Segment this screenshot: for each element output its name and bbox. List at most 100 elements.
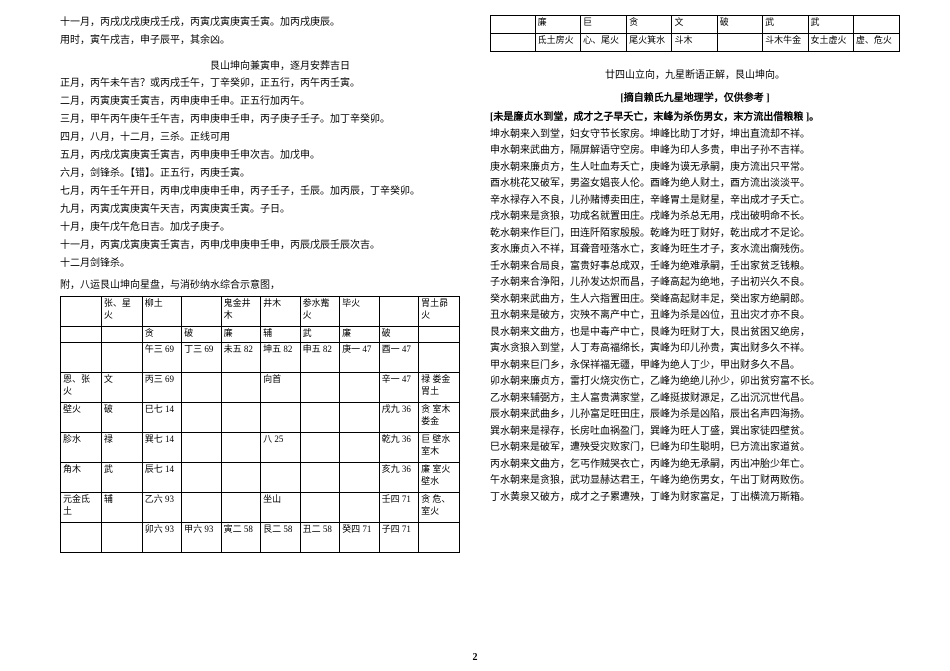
table-cell: 女土虚火 [808, 34, 853, 52]
body-line: 丁水黄泉又破方，成才之子累遭殃，丁峰为财家富足，丁出横流万斯箱。 [490, 490, 900, 506]
body-text: [未是廉贞水到堂，成才之子早夭亡，末峰为杀伤男女，末方流出借粮粮 ]。 坤水朝来… [490, 110, 900, 505]
table-cell: 戌九 36 [379, 403, 418, 433]
table-cell: 丑二 58 [300, 523, 339, 553]
body-line: 巽水朝来是禄存，长房吐血祸盈门，巽峰为旺人丁盛，巽出家徒四壁贫。 [490, 424, 900, 440]
table-cell [221, 373, 260, 403]
month-list: 正月，丙午未午吉？或丙戌壬午，丁辛癸卯，正五行，丙午丙壬寅。二月，丙寅庚寅壬寅吉… [60, 76, 460, 272]
table-cell: 破 [379, 327, 418, 343]
page-number: 2 [0, 652, 950, 663]
table-cell: 卯六 93 [142, 523, 181, 553]
body-line: 乾水朝来作巨门，田连阡陌家殷殷。乾峰为旺丁财好，乾出成才不足论。 [490, 226, 900, 242]
body-line: 艮水朝来文曲方，也是中毒产中亡，艮峰为旺财丁大，艮出贫困又绝房， [490, 325, 900, 341]
table-cell: 巨 [581, 16, 627, 34]
table-cell [182, 493, 221, 523]
body-line: 酉水桃花又破军，男盗女娼丧人伦。酉峰为绝人财土，酉方流出淡淡平。 [490, 176, 900, 192]
month-line: 十二月剑锋杀。 [60, 256, 460, 272]
body-line: 辰水朝来武曲乡，儿孙富足旺田庄，辰峰为杀是凶陷，辰出名声四海扬。 [490, 407, 900, 423]
table-cell [261, 403, 300, 433]
table-cell: 艮二 58 [261, 523, 300, 553]
month-line: 四月，八月，十二月，三杀。正线可用 [60, 130, 460, 146]
table-cell: 角木 [61, 463, 102, 493]
table-cell: 廉 [340, 327, 379, 343]
month-line: 十月，庚午戊午危日吉。加戊子庚子。 [60, 220, 460, 236]
table-cell: 文 [672, 16, 717, 34]
body-line: 巳水朝来是破军，遭殃受灾败家门，巳峰为印生聪明，巳方流出家道贫。 [490, 440, 900, 456]
table-cell: 贪 危、室火 [419, 493, 460, 523]
table-cell: 柳土 [142, 297, 181, 327]
table-cell: 恩、张火 [61, 373, 102, 403]
table-cell [379, 297, 418, 327]
table-cell [221, 403, 260, 433]
table-cell: 胗水 [61, 433, 102, 463]
month-line: 十一月，丙寅戊寅庚寅壬寅吉，丙申戊申庚申壬申，丙辰戊辰壬辰次吉。 [60, 238, 460, 254]
section-title: 艮山坤向兼寅申，逐月安葬吉日 [60, 57, 460, 72]
body-line: 丙水朝来文曲方，乞丐作贼哭衣亡，丙峰为绝无承嗣，丙出冲胎少年亡。 [490, 457, 900, 473]
table-cell: 癸四 71 [340, 523, 379, 553]
table-cell: 乙六 93 [142, 493, 181, 523]
table-cell [182, 433, 221, 463]
table-cell: 参水觜火 [300, 297, 339, 327]
body-line: 亥水廉贞入不祥，耳聋音哑落水亡，亥峰为旺生才子，亥水流出瘸残伤。 [490, 242, 900, 258]
table-cell: 斗木牛金 [763, 34, 808, 52]
body-line: 庚水朝来廉贞方，生人吐血寿夭亡，庚峰为谟无承嗣，庚方流出只平常。 [490, 160, 900, 176]
table-cell [300, 433, 339, 463]
table-cell [340, 493, 379, 523]
table-cell [300, 463, 339, 493]
table-cell: 寅二 58 [221, 523, 260, 553]
table-cell: 酉一 47 [379, 343, 418, 373]
table-cell: 元金氐土 [61, 493, 102, 523]
star-table: 张、星火柳土鬼金井木井木参水觜火毕火胃土昴火贪破廉辅武廉破午三 69丁三 69未… [60, 296, 460, 553]
table-cell: 甲六 93 [182, 523, 221, 553]
month-line: 正月，丙午未午吉？或丙戌壬午，丁辛癸卯，正五行，丙午丙壬寅。 [60, 76, 460, 92]
table-cell [853, 16, 899, 34]
table-cell: 坤五 82 [261, 343, 300, 373]
table-cell: 贪 [627, 16, 672, 34]
month-line: 六月，剑锋杀。【错】。正五行，丙庚壬寅。 [60, 166, 460, 182]
top-table: 廉巨贪文破武武氐土房火心、尾火尾火箕水斗木斗木牛金女土虚火虚、危火 [490, 15, 900, 52]
table-cell: 鬼金井木 [221, 297, 260, 327]
table-cell [221, 493, 260, 523]
body-line: 戌水朝来是贪狼，功成名就置田庄。戌峰为杀总无用，戌出破明命不长。 [490, 209, 900, 225]
bracket-line: [未是廉贞水到堂，成才之子早夭亡，末峰为杀伤男女，末方流出借粮粮 ]。 [490, 110, 900, 126]
table-cell: 虚、危火 [853, 34, 899, 52]
table-cell: 辛一 47 [379, 373, 418, 403]
table-cell [340, 433, 379, 463]
table-cell: 武 [763, 16, 808, 34]
table-cell: 禄 娄金胃土 [419, 373, 460, 403]
table-cell [717, 34, 762, 52]
table-cell: 壬四 71 [379, 493, 418, 523]
table-cell [61, 297, 102, 327]
table-cell: 辅 [101, 493, 142, 523]
heading-1: 廿四山立向，九星断语正解，艮山坤向。 [490, 66, 900, 81]
month-line: 九月，丙寅戊寅庚寅午天吉，丙寅庚寅壬寅。子日。 [60, 202, 460, 218]
body-line: 坤水朝来入到堂，妇女守节长家房。坤峰比助丁才好，坤出直流却不祥。 [490, 127, 900, 143]
table-cell: 斗木 [672, 34, 717, 52]
body-line: 癸水朝来武曲方，生人六指置田庄。癸峰高起财丰足，癸出家方绝嗣郎。 [490, 292, 900, 308]
table-cell: 破 [101, 403, 142, 433]
table-cell: 禄 [101, 433, 142, 463]
table-cell [419, 343, 460, 373]
table-cell: 巨 壁水室木 [419, 433, 460, 463]
table-cell: 乾九 36 [379, 433, 418, 463]
table-cell [340, 373, 379, 403]
table-cell: 壁火 [61, 403, 102, 433]
body-line: 壬水朝来合局良，富贵好事总成双，壬峰为绝难承嗣，壬出家贫乏钱粮。 [490, 259, 900, 275]
table-cell [300, 493, 339, 523]
table-cell: 辅 [261, 327, 300, 343]
month-line: 七月，丙午壬午开日，丙申戊申庚申壬申，丙子壬子，壬辰。加丙辰，丁辛癸卯。 [60, 184, 460, 200]
table-cell: 辰七 14 [142, 463, 181, 493]
table-cell: 井木 [261, 297, 300, 327]
body-line: 寅水贪狼入到堂，人丁寿高福绵长，寅峰为印儿孙贵，寅出财多久不祥。 [490, 341, 900, 357]
table-cell: 文 [101, 373, 142, 403]
table-cell: 丁三 69 [182, 343, 221, 373]
table-cell: 武 [300, 327, 339, 343]
table-cell: 武 [101, 463, 142, 493]
table-cell [261, 463, 300, 493]
table-cell: 胃土昴火 [419, 297, 460, 327]
body-line: 乙水朝来辅弼方，主人富贵满家堂，乙峰挺拔财源足，乙出沉沉世代昌。 [490, 391, 900, 407]
month-line: 二月，丙寅庚寅壬寅吉，丙申庚申壬申。正五行加丙午。 [60, 94, 460, 110]
table-cell: 午三 69 [142, 343, 181, 373]
table-cell [300, 373, 339, 403]
table-cell [101, 343, 142, 373]
table-cell [491, 16, 536, 34]
